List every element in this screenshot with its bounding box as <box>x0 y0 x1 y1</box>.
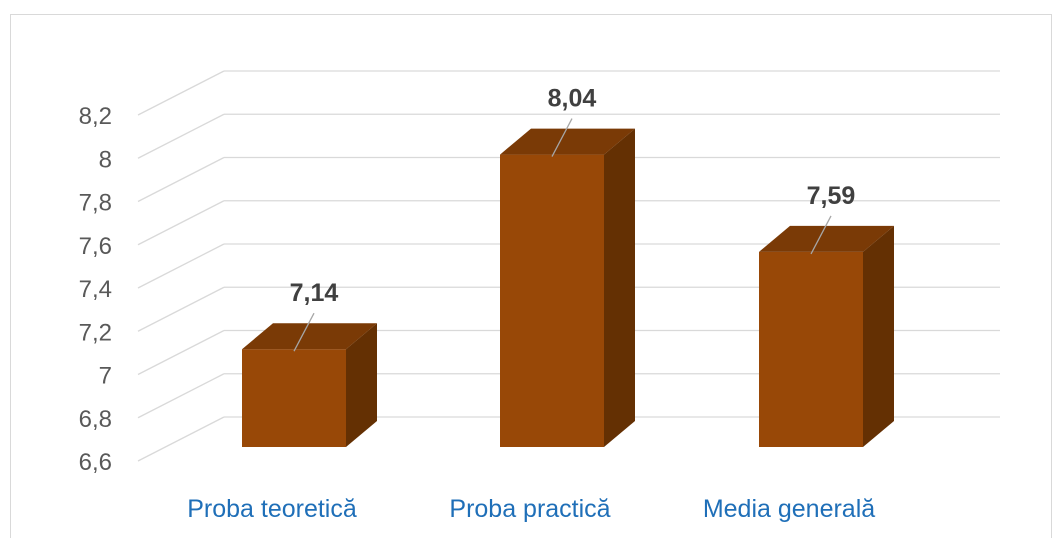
y-tick-label: 7 <box>99 363 112 390</box>
bar-1-top <box>242 323 377 350</box>
bar-1-front <box>242 349 346 447</box>
data-label-leader <box>293 312 315 352</box>
x-category-label: Proba teoretică <box>187 495 357 523</box>
gridline-diagonal <box>137 113 225 159</box>
gridline-diagonal <box>137 243 225 289</box>
gridline-diagonal <box>137 416 225 462</box>
data-label: 7,59 <box>807 182 856 210</box>
chart-frame <box>10 14 1052 538</box>
y-tick-label: 6,6 <box>79 449 112 476</box>
bar-2-side <box>604 128 635 447</box>
gridline-diagonal <box>137 329 225 376</box>
bar-2-front <box>500 154 604 447</box>
bar-3-front <box>759 251 863 447</box>
y-tick-label: 8,2 <box>79 103 112 130</box>
y-tick-label: 7,6 <box>79 233 112 260</box>
x-axis-categories: Proba teoretică Proba practică Media gener… <box>187 495 875 523</box>
data-label-leader <box>551 118 573 157</box>
bar-1-side <box>346 323 377 447</box>
data-labels: 7,14 8,04 7,59 <box>290 85 856 352</box>
gridline-diagonal <box>137 156 225 203</box>
gridline-diagonal <box>137 373 225 419</box>
bar-2-top <box>500 128 635 155</box>
bar-3-top <box>759 225 894 252</box>
gridline-diagonal <box>137 70 225 116</box>
y-tick-label: 7,2 <box>79 319 112 346</box>
gridline-diagonal <box>137 200 225 246</box>
gridline-diagonal <box>137 286 225 332</box>
bar-3-side <box>863 225 894 447</box>
y-tick-label: 7,4 <box>79 276 112 303</box>
bars <box>242 128 894 447</box>
x-category-label: Media generală <box>703 495 875 523</box>
data-label-leader <box>810 215 832 255</box>
data-label: 7,14 <box>290 279 339 307</box>
y-tick-label: 6,8 <box>79 406 112 433</box>
data-label: 8,04 <box>548 85 597 113</box>
y-axis-ticks: 6,6 6,8 7 7,2 7,4 7,6 7,8 8 8,2 <box>79 103 112 476</box>
y-tick-label: 8 <box>99 146 112 173</box>
y-tick-label: 7,8 <box>79 190 112 217</box>
x-category-label: Proba practică <box>449 495 610 523</box>
